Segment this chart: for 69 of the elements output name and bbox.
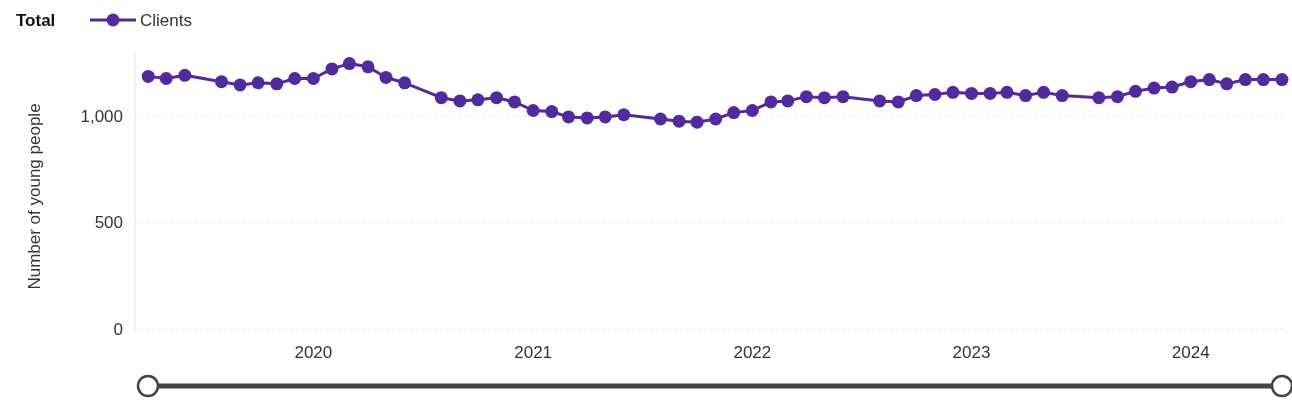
point	[453, 94, 467, 108]
point	[1110, 90, 1124, 104]
point	[1147, 81, 1161, 95]
x-tick-label: 2020	[294, 343, 333, 362]
point	[598, 110, 612, 124]
point	[617, 108, 631, 122]
point	[928, 88, 942, 101]
point	[891, 95, 905, 109]
point	[1037, 85, 1051, 99]
point	[873, 94, 887, 108]
point	[270, 77, 284, 91]
y-axis-title: Number of young people	[25, 103, 44, 290]
point	[508, 95, 522, 109]
point	[562, 110, 576, 124]
point	[306, 72, 320, 86]
y-tick-label: 500	[94, 213, 123, 233]
point	[1128, 84, 1142, 98]
point	[251, 76, 265, 90]
point	[946, 85, 960, 99]
legend-title: Total	[16, 11, 56, 30]
point	[434, 91, 448, 105]
point	[983, 86, 997, 100]
point	[471, 93, 485, 107]
point	[1184, 75, 1198, 89]
point	[490, 91, 504, 105]
x-tick-label: 2024	[1171, 343, 1210, 362]
point	[233, 78, 247, 92]
point	[672, 114, 686, 128]
point	[141, 69, 155, 83]
legend-label: Clients	[140, 11, 192, 30]
point	[1275, 73, 1289, 87]
point	[1019, 89, 1033, 103]
point	[764, 95, 778, 109]
point	[909, 89, 923, 103]
point	[379, 70, 393, 84]
point	[288, 72, 302, 86]
point	[545, 105, 559, 119]
point	[178, 68, 192, 82]
y-tick-label: 0	[113, 319, 123, 339]
x-tick-label: 2023	[952, 343, 991, 362]
point	[727, 106, 741, 120]
x-tick-label: 2021	[514, 343, 553, 362]
point	[1238, 73, 1252, 87]
point	[361, 60, 375, 74]
point	[1256, 73, 1270, 87]
point	[159, 72, 173, 86]
point	[1000, 85, 1014, 99]
point	[653, 112, 667, 126]
point	[325, 62, 339, 76]
point	[214, 75, 228, 89]
point	[965, 86, 979, 100]
point	[709, 112, 723, 126]
point	[1202, 73, 1216, 87]
point	[398, 76, 412, 90]
point	[1220, 77, 1234, 91]
point	[1055, 89, 1069, 103]
point	[799, 90, 813, 104]
point	[1092, 91, 1106, 105]
point	[817, 91, 831, 105]
point	[580, 111, 594, 125]
point	[836, 90, 850, 104]
point	[526, 103, 540, 117]
y-tick-label: 1,000	[80, 106, 123, 126]
point	[342, 57, 356, 71]
point	[1165, 80, 1179, 94]
point	[781, 94, 795, 108]
point	[690, 115, 704, 129]
point	[745, 103, 759, 117]
x-tick-label: 2022	[733, 343, 772, 362]
